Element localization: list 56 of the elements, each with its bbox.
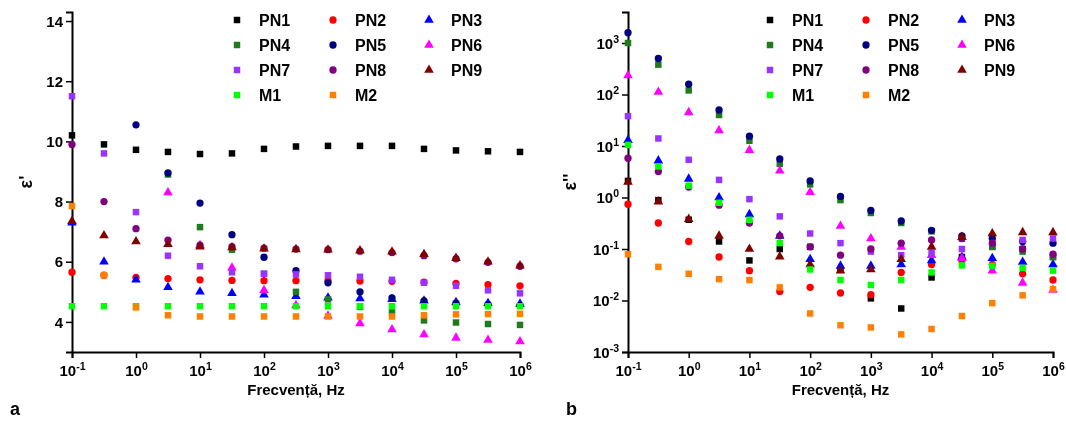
text: b bbox=[566, 399, 577, 419]
legend-label: PN2 bbox=[355, 11, 387, 29]
x-tick-label: 10$^{6}$ bbox=[1042, 360, 1065, 379]
x-tick-label: 10$^{4}$ bbox=[381, 360, 404, 379]
x-tick-label: 10$^{2}$ bbox=[799, 360, 823, 379]
legend-label: PN5 bbox=[355, 36, 387, 54]
y-tick-label: 6 bbox=[54, 253, 63, 271]
legend-label: PN6 bbox=[984, 36, 1016, 54]
x-tick-label: 10$^{5}$ bbox=[981, 360, 1005, 379]
legend-label: M1 bbox=[792, 86, 815, 104]
y-tick-label: 10$^{-2}$ bbox=[592, 290, 620, 310]
x-tick-label: 10$^{4}$ bbox=[920, 360, 944, 379]
y-tick-label: 4 bbox=[54, 313, 64, 331]
text: a bbox=[10, 399, 21, 419]
y-tick-label: 10$^{1}$ bbox=[596, 135, 620, 155]
legend-label: PN4 bbox=[792, 36, 824, 54]
legend-label: PN8 bbox=[355, 61, 387, 79]
legend-label: PN7 bbox=[259, 61, 291, 79]
x-tick-label: 10$^{3}$ bbox=[860, 360, 883, 379]
y-tick-label: 8 bbox=[54, 193, 63, 211]
y-tick-label: 10$^{-1}$ bbox=[592, 238, 620, 258]
x-axis-title: Frecvență, Hz bbox=[791, 381, 890, 398]
y-tick-label: 14 bbox=[46, 12, 64, 30]
legend-label: PN6 bbox=[451, 36, 483, 54]
y-axis-title: ε' bbox=[16, 175, 36, 189]
legend-label: PN9 bbox=[451, 61, 483, 79]
y-tick-label: 10 bbox=[46, 133, 63, 151]
x-tick-label: 10$^{3}$ bbox=[317, 360, 340, 379]
x-tick-label: 10$^{6}$ bbox=[509, 360, 532, 379]
x-tick-label: 10$^{5}$ bbox=[445, 360, 468, 379]
y-tick-label: 10$^{0}$ bbox=[596, 187, 620, 207]
x-axis-title: Frecvență, Hz bbox=[247, 381, 345, 398]
x-tick-label: 10$^{1}$ bbox=[189, 360, 212, 379]
x-tick-label: 10$^{1}$ bbox=[738, 360, 762, 379]
legend-label: PN3 bbox=[984, 11, 1016, 29]
x-tick-label: 10$^{2}$ bbox=[253, 360, 276, 379]
legend-label: M2 bbox=[888, 86, 911, 104]
legend-label: PN1 bbox=[792, 11, 824, 29]
legend-label: PN9 bbox=[984, 61, 1016, 79]
y-tick-label: 12 bbox=[46, 72, 63, 90]
x-tick-label: 10$^{0}$ bbox=[677, 360, 701, 379]
y-axis-title: ε'' bbox=[560, 173, 580, 191]
legend-label: M2 bbox=[355, 86, 378, 104]
legend-label: PN1 bbox=[259, 11, 291, 29]
legend-label: PN4 bbox=[259, 36, 291, 54]
legend-label: M1 bbox=[259, 86, 282, 104]
x-tick-label: 10$^{-1}$ bbox=[615, 360, 642, 379]
y-tick-label: 10$^{2}$ bbox=[596, 84, 620, 104]
x-tick-label: 10$^{0}$ bbox=[125, 360, 148, 379]
legend-label: PN3 bbox=[451, 11, 483, 29]
legend-label: PN5 bbox=[888, 36, 920, 54]
y-tick-label: 10$^{-3}$ bbox=[592, 341, 620, 361]
legend-label: PN2 bbox=[888, 11, 920, 29]
legend-label: PN7 bbox=[792, 61, 824, 79]
y-tick-label: 10$^{3}$ bbox=[596, 32, 620, 52]
legend-label: PN8 bbox=[888, 61, 920, 79]
